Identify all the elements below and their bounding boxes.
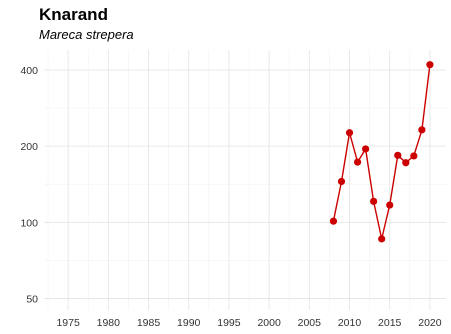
x-tick-label: 2015 <box>378 317 402 329</box>
data-point <box>378 235 386 243</box>
data-point <box>426 61 434 69</box>
data-point <box>345 129 354 137</box>
grid-lines <box>44 50 446 310</box>
x-tick-label: 2005 <box>298 317 322 329</box>
x-tick-label: 1995 <box>217 317 241 329</box>
data-point <box>410 152 418 160</box>
x-tick-label: 1990 <box>177 317 201 329</box>
data-point <box>337 177 346 186</box>
chart-title: Knarand <box>39 5 108 24</box>
y-tick-label: 400 <box>20 65 38 77</box>
x-tick-label: 1985 <box>137 317 161 329</box>
data-point <box>329 217 338 225</box>
x-tick-label: 2000 <box>257 317 281 329</box>
data-point <box>370 197 378 205</box>
x-tick-label: 1980 <box>97 317 121 329</box>
data-point <box>362 145 370 153</box>
data-point <box>353 158 362 166</box>
axis-labels: 1975 1980 1985 1990 1995 2000 2005 2010 2015 2020… <box>20 65 441 329</box>
data-point <box>386 201 394 209</box>
y-tick-label: 50 <box>26 293 38 305</box>
x-tick-label: 2010 <box>338 317 362 329</box>
y-tick-label: 100 <box>20 217 38 229</box>
data-point <box>402 159 410 167</box>
x-tick-label: 2020 <box>418 317 442 329</box>
data-series <box>329 61 434 243</box>
chart-subtitle: Mareca strepera <box>39 27 134 42</box>
y-tick-label: 200 <box>20 141 38 153</box>
x-tick-label: 1975 <box>56 317 80 329</box>
series-line <box>332 64 431 240</box>
data-point <box>418 126 426 134</box>
data-point <box>394 151 402 159</box>
